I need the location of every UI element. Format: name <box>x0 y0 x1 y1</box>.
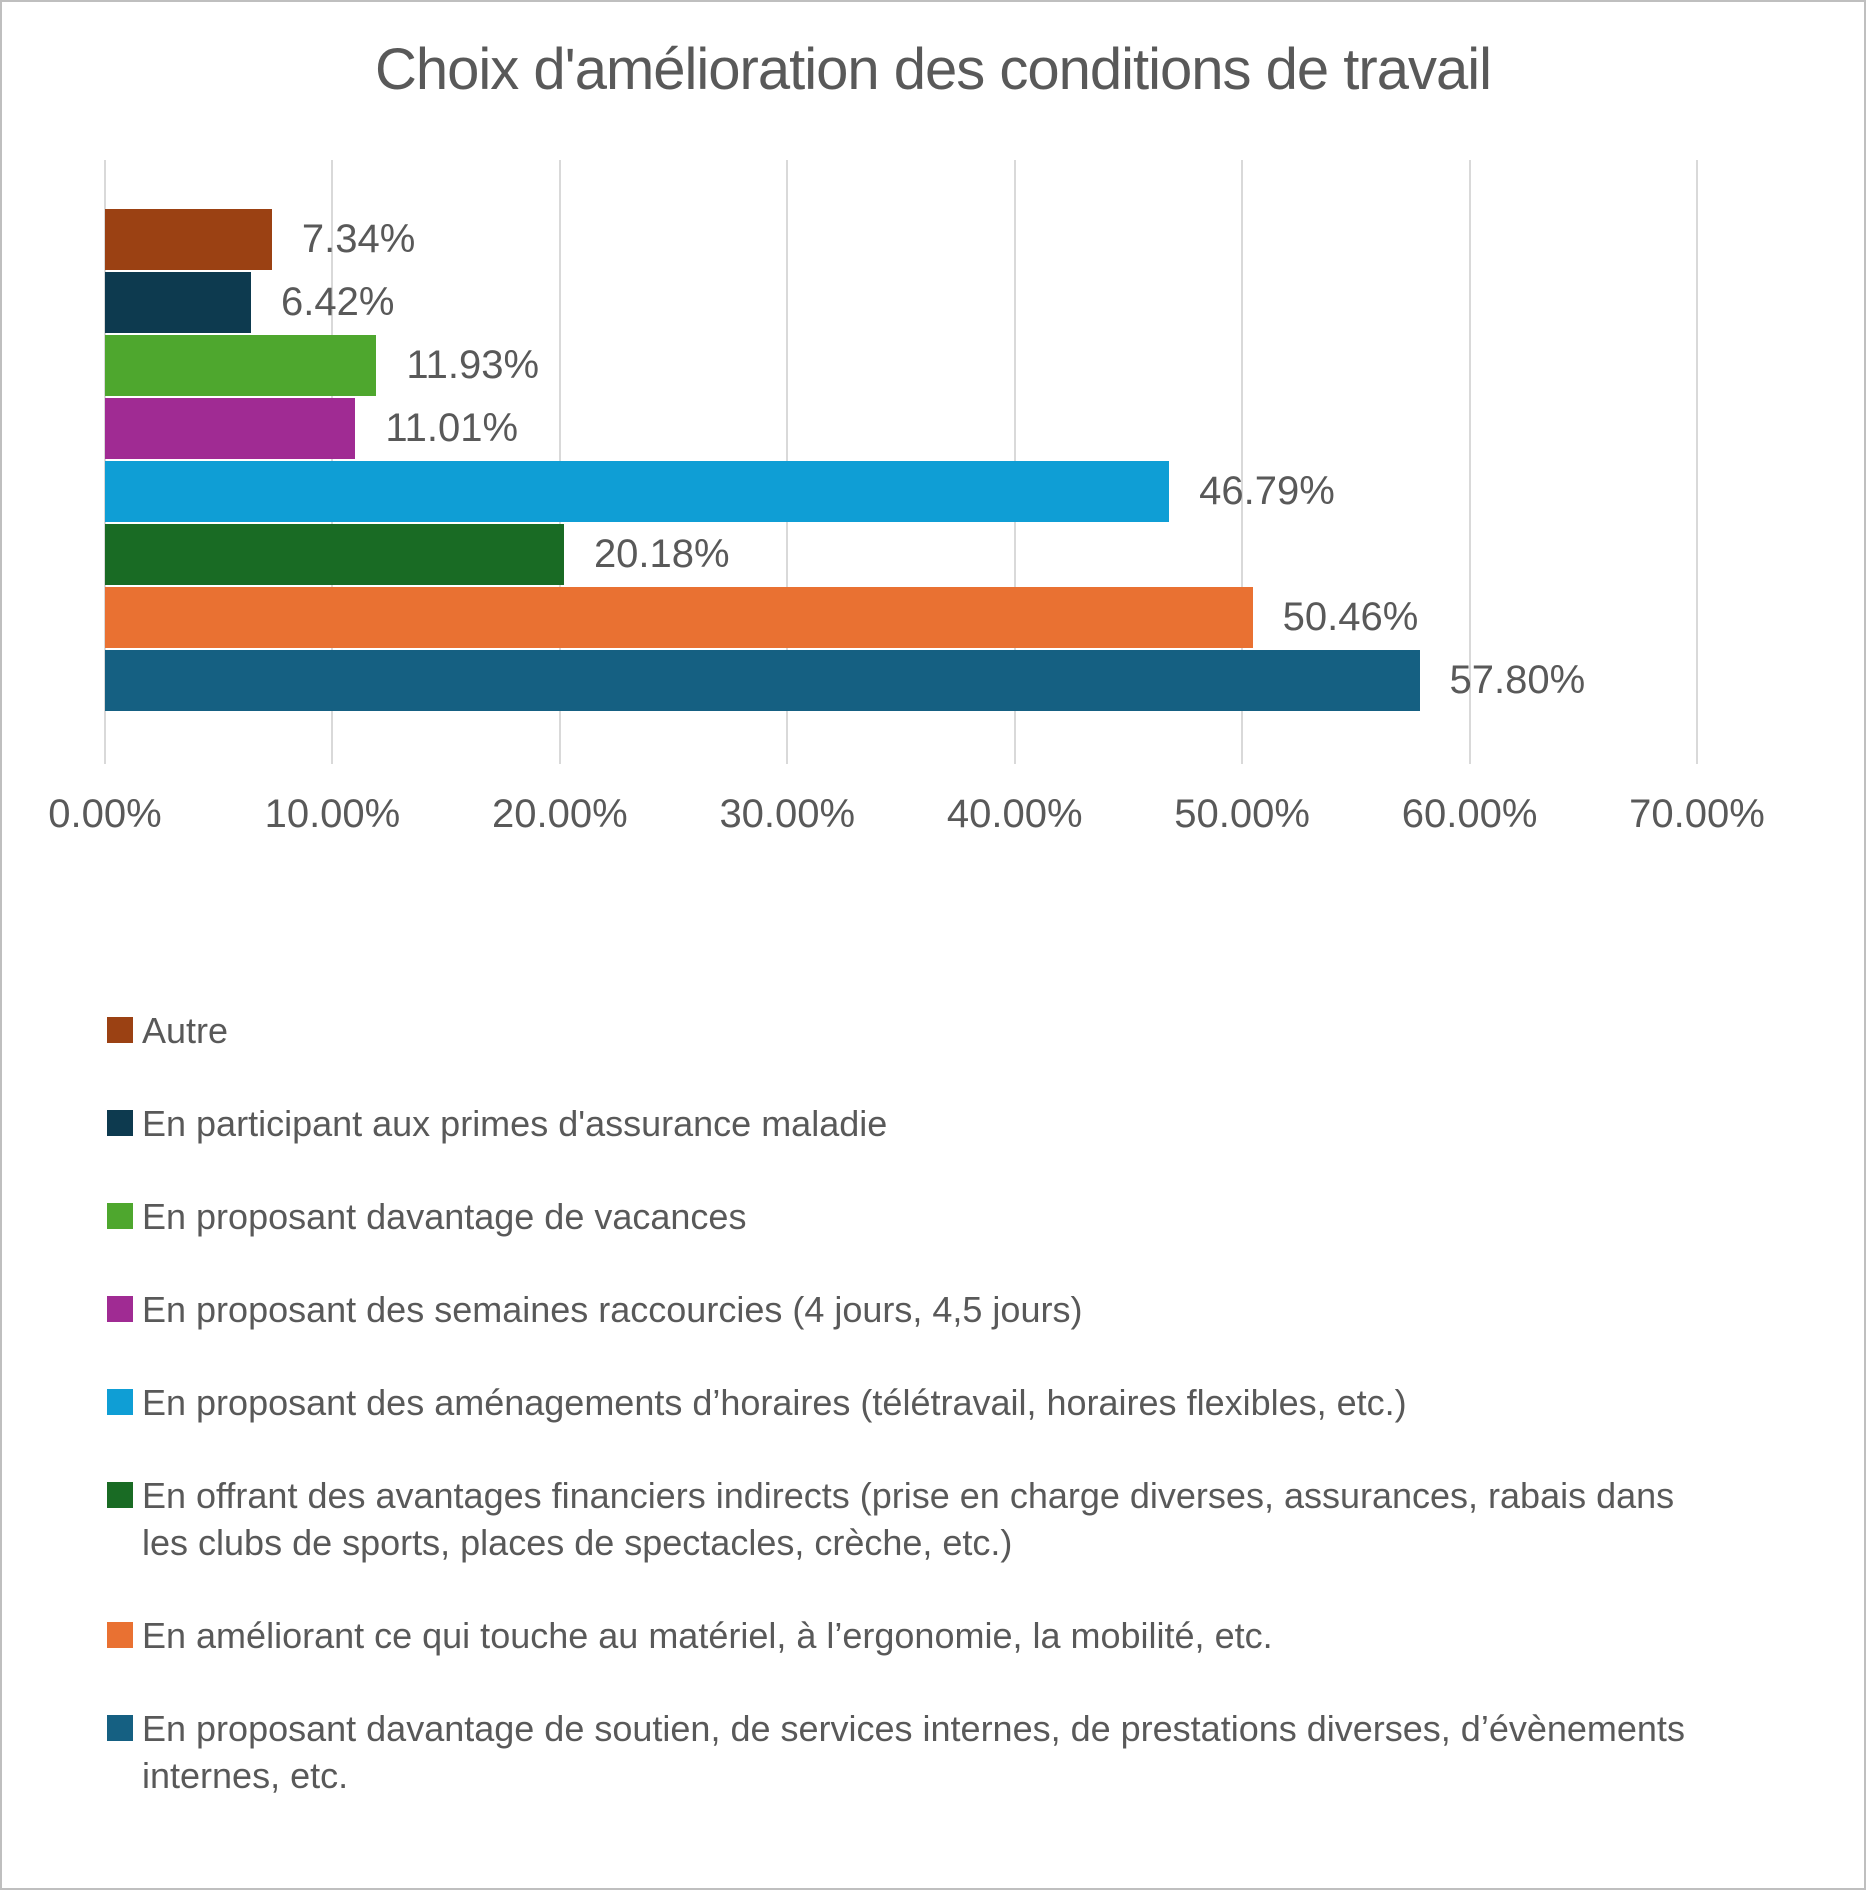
chart-title: Choix d'amélioration des conditions de t… <box>374 37 1492 102</box>
legend-label: Autre <box>142 1010 229 1051</box>
legend-label: En offrant des avantages financiers indi… <box>142 1475 1675 1563</box>
legend-label: En proposant davantage de vacances <box>142 1196 747 1237</box>
legend-label: En proposant des aménagements d’horaires… <box>142 1382 1407 1423</box>
legend-swatch <box>107 1622 133 1648</box>
x-axis-tick-label: 50.00% <box>1174 792 1310 836</box>
legend-item: Autre <box>107 1007 1687 1054</box>
bar-value-label: 11.01% <box>385 406 519 450</box>
legend-label: En améliorant ce qui touche au matériel,… <box>142 1615 1273 1656</box>
bar <box>105 272 251 333</box>
gridline <box>1241 160 1244 764</box>
legend-swatch <box>107 1389 133 1415</box>
legend-swatch <box>107 1715 133 1741</box>
legend-label: En proposant davantage de soutien, de se… <box>142 1708 1685 1796</box>
bar <box>105 587 1253 648</box>
legend-item: En offrant des avantages financiers indi… <box>107 1472 1687 1566</box>
x-axis-tick-label: 10.00% <box>264 792 401 836</box>
legend-swatch <box>107 1482 133 1508</box>
legend-item: En proposant davantage de vacances <box>107 1193 1687 1240</box>
bar <box>105 650 1420 711</box>
legend-swatch <box>107 1203 133 1229</box>
bar-value-label: 11.93% <box>406 343 540 387</box>
legend-item: En améliorant ce qui touche au matériel,… <box>107 1612 1687 1659</box>
bar-value-label: 6.42% <box>281 280 395 324</box>
legend-item: En proposant des semaines raccourcies (4… <box>107 1286 1687 1333</box>
x-axis-tick-label: 70.00% <box>1629 792 1765 836</box>
legend-label: En participant aux primes d'assurance ma… <box>142 1103 888 1144</box>
legend-item: En proposant des aménagements d’horaires… <box>107 1379 1687 1426</box>
gridline <box>1696 160 1698 764</box>
gridline <box>1468 160 1471 764</box>
legend-item: En participant aux primes d'assurance ma… <box>107 1100 1687 1147</box>
bar-value-label: 46.79% <box>1199 469 1335 513</box>
bar-value-label: 20.18% <box>593 532 730 576</box>
bar <box>105 335 377 396</box>
x-axis-tick-label: 30.00% <box>719 792 856 836</box>
legend: Autre En participant aux primes d'assuran… <box>107 1007 1687 1845</box>
bar <box>105 461 1170 522</box>
legend-swatch <box>107 1110 133 1136</box>
x-axis: 0.00% 10.00% 20.00% 30.00% 40.00% 50.00% 60.00… <box>48 792 1765 844</box>
bar-value-label: 7.34% <box>301 217 416 261</box>
bar <box>105 524 564 585</box>
legend-swatch <box>107 1296 133 1322</box>
plot-area: 7.34% 6.42% 11.93% 11.01% 46.79% 20.18% 50.46%… <box>104 160 1698 764</box>
bar <box>105 209 272 270</box>
x-axis-tick-label: 20.00% <box>492 792 628 836</box>
x-axis-tick-label: 40.00% <box>946 792 1083 836</box>
legend-label: En proposant des semaines raccourcies (4… <box>142 1289 1083 1330</box>
x-axis-tick-label: 60.00% <box>1401 792 1538 836</box>
x-axis-tick-label: 0.00% <box>48 792 162 836</box>
legend-item: En proposant davantage de soutien, de se… <box>107 1705 1687 1799</box>
bar-value-label: 50.46% <box>1282 595 1419 639</box>
bar <box>105 398 356 459</box>
bar-value-label: 57.80% <box>1449 658 1586 702</box>
legend-swatch <box>107 1017 133 1043</box>
